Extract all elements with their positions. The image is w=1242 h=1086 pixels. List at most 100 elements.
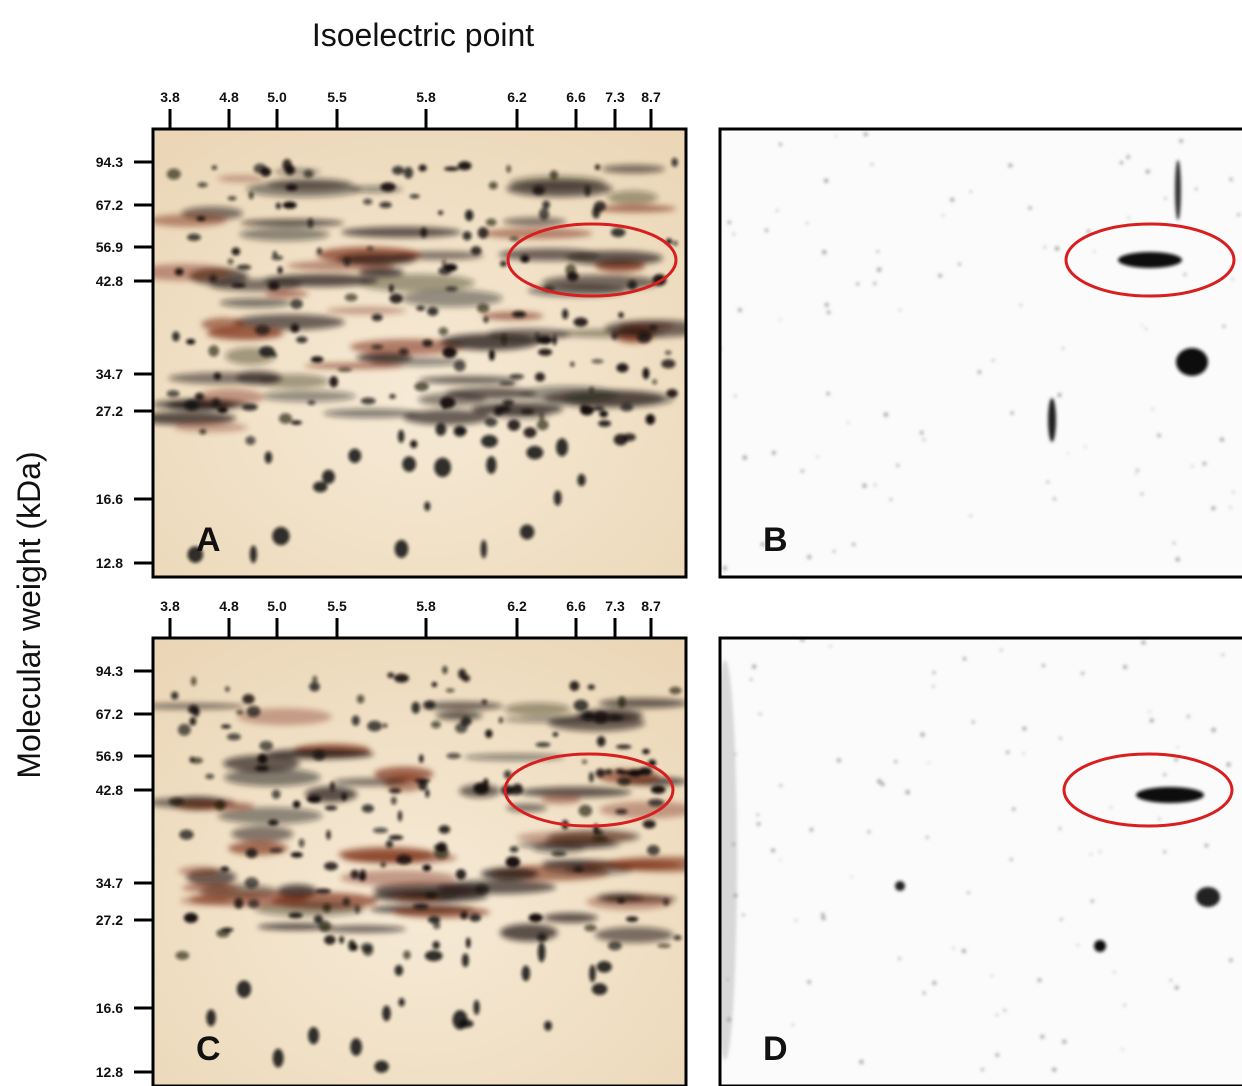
speck	[756, 813, 760, 816]
speck	[1145, 169, 1150, 174]
smear	[237, 708, 332, 726]
spot	[415, 778, 431, 783]
spot	[588, 771, 594, 783]
spot	[598, 420, 612, 427]
speck	[1176, 746, 1179, 748]
spot	[615, 809, 628, 815]
speck	[962, 657, 967, 661]
smear	[323, 408, 420, 418]
spot	[622, 433, 636, 442]
spot	[236, 709, 244, 715]
panel-border	[151, 636, 688, 1086]
spot	[436, 842, 448, 853]
speck	[1151, 408, 1154, 411]
spot	[553, 490, 562, 506]
smear	[601, 164, 665, 174]
speck	[995, 1053, 1000, 1057]
speck	[800, 469, 805, 473]
spot	[599, 410, 609, 418]
spot	[592, 836, 608, 842]
spot	[213, 372, 222, 380]
spot	[445, 688, 455, 693]
smear	[435, 711, 483, 720]
spot	[616, 363, 629, 373]
spot	[234, 897, 244, 909]
spot	[573, 699, 589, 712]
smear	[228, 841, 289, 856]
spot	[476, 303, 490, 313]
speck	[876, 250, 880, 253]
speck	[1141, 640, 1146, 645]
spot	[499, 381, 515, 386]
spot	[578, 804, 593, 817]
smear	[232, 314, 345, 331]
smear	[403, 409, 491, 425]
spot	[322, 903, 331, 913]
spot	[460, 911, 468, 920]
x-tick-label: 8.7	[641, 598, 661, 614]
x-tick-label: 3.8	[160, 598, 180, 614]
spot	[584, 185, 591, 197]
x-tick-label: 5.5	[327, 598, 347, 614]
spot	[356, 694, 365, 704]
spot	[303, 169, 314, 179]
spot	[367, 720, 383, 732]
spot	[290, 852, 303, 858]
speck	[1006, 750, 1010, 754]
speck	[1037, 978, 1042, 983]
x-tick-label: 3.8	[160, 89, 180, 105]
spot	[604, 769, 613, 775]
highlight-ellipse	[1062, 752, 1234, 828]
spot	[329, 376, 339, 388]
spot	[420, 227, 428, 238]
spot	[520, 254, 530, 263]
spots	[720, 132, 1241, 571]
spot	[380, 182, 396, 192]
speck	[1229, 177, 1233, 182]
spot	[184, 399, 199, 411]
spot	[652, 379, 658, 385]
spot	[494, 405, 511, 413]
smear	[495, 411, 550, 420]
smear	[224, 768, 321, 787]
spot	[506, 165, 511, 173]
spot	[313, 914, 323, 925]
spot	[272, 251, 278, 257]
spot	[277, 266, 283, 274]
spot	[438, 327, 449, 336]
spot	[360, 942, 374, 953]
smear	[174, 422, 248, 433]
spot	[1048, 398, 1056, 442]
spot	[397, 429, 405, 443]
highlight-ellipse	[506, 222, 678, 298]
spot	[442, 665, 448, 675]
spot	[551, 850, 567, 857]
spot	[615, 744, 632, 749]
speck	[1123, 1004, 1126, 1007]
spot	[617, 770, 633, 775]
speck	[1000, 648, 1003, 652]
smear	[180, 895, 230, 906]
panel-border	[151, 127, 688, 579]
speck	[1051, 1067, 1057, 1072]
spot	[242, 403, 258, 411]
speck	[862, 483, 867, 488]
spot	[168, 797, 185, 805]
spot	[505, 856, 521, 868]
speck	[770, 848, 776, 853]
spot	[350, 869, 359, 880]
speck	[991, 974, 993, 977]
spot	[663, 898, 670, 906]
speck	[894, 760, 898, 764]
gels: A B C D	[151, 127, 1242, 1086]
speck	[1062, 1039, 1067, 1044]
smear	[594, 926, 674, 943]
speck	[1121, 1048, 1124, 1051]
spot	[348, 448, 362, 464]
smear	[596, 892, 644, 903]
spot	[288, 912, 303, 919]
spot	[500, 260, 507, 267]
speck	[1086, 229, 1091, 234]
speck	[877, 779, 882, 784]
gel-background	[720, 638, 1242, 1086]
